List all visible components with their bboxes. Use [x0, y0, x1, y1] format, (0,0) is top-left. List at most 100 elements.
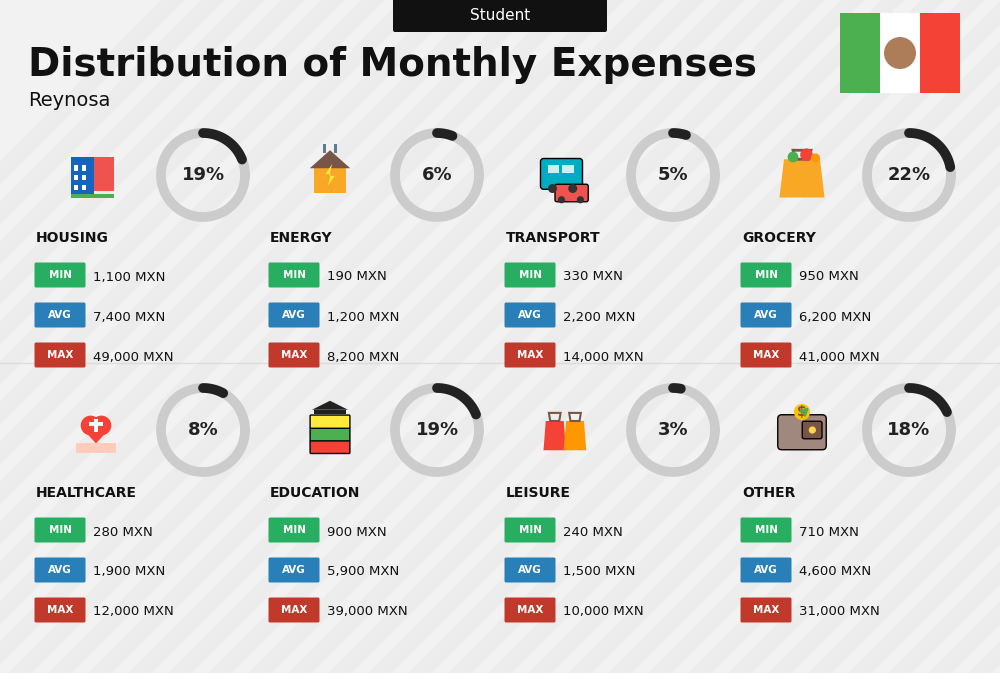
- Bar: [89, 422, 103, 427]
- Text: 2,200 MXN: 2,200 MXN: [563, 310, 635, 324]
- Text: 14,000 MXN: 14,000 MXN: [563, 351, 644, 363]
- Text: 5%: 5%: [658, 166, 688, 184]
- FancyBboxPatch shape: [34, 518, 86, 542]
- FancyBboxPatch shape: [740, 302, 792, 328]
- Text: EDUCATION: EDUCATION: [270, 486, 360, 500]
- FancyBboxPatch shape: [802, 421, 822, 439]
- Text: 39,000 MXN: 39,000 MXN: [327, 606, 408, 618]
- Bar: [71, 157, 94, 197]
- Text: 950 MXN: 950 MXN: [799, 271, 859, 283]
- Text: 1,200 MXN: 1,200 MXN: [327, 310, 399, 324]
- Bar: [82, 175, 86, 180]
- Bar: [76, 443, 116, 452]
- Text: 12,000 MXN: 12,000 MXN: [93, 606, 174, 618]
- Text: MAX: MAX: [753, 350, 779, 360]
- FancyBboxPatch shape: [268, 557, 320, 583]
- FancyBboxPatch shape: [740, 557, 792, 583]
- FancyBboxPatch shape: [740, 262, 792, 287]
- Circle shape: [794, 404, 810, 420]
- FancyBboxPatch shape: [505, 598, 556, 623]
- Text: HEALTHCARE: HEALTHCARE: [36, 486, 137, 500]
- Text: 3%: 3%: [658, 421, 688, 439]
- Bar: [880, 13, 920, 93]
- Text: AVG: AVG: [282, 565, 306, 575]
- Text: AVG: AVG: [282, 310, 306, 320]
- Text: HOUSING: HOUSING: [36, 231, 109, 245]
- Text: 240 MXN: 240 MXN: [563, 526, 623, 538]
- Bar: [334, 145, 337, 153]
- FancyBboxPatch shape: [34, 598, 86, 623]
- Text: MIN: MIN: [48, 270, 72, 280]
- Text: Student: Student: [470, 7, 530, 22]
- FancyBboxPatch shape: [505, 557, 556, 583]
- Text: 1,500 MXN: 1,500 MXN: [563, 565, 635, 579]
- Text: AVG: AVG: [754, 565, 778, 575]
- FancyBboxPatch shape: [268, 598, 320, 623]
- Text: 1,100 MXN: 1,100 MXN: [93, 271, 165, 283]
- Text: 6,200 MXN: 6,200 MXN: [799, 310, 871, 324]
- FancyBboxPatch shape: [393, 0, 607, 32]
- FancyBboxPatch shape: [268, 518, 320, 542]
- Bar: [314, 410, 346, 415]
- Circle shape: [92, 416, 111, 435]
- FancyBboxPatch shape: [505, 518, 556, 542]
- Text: 900 MXN: 900 MXN: [327, 526, 387, 538]
- Text: 8,200 MXN: 8,200 MXN: [327, 351, 399, 363]
- FancyBboxPatch shape: [310, 415, 350, 428]
- FancyBboxPatch shape: [310, 440, 350, 454]
- Text: 22%: 22%: [887, 166, 931, 184]
- Text: 330 MXN: 330 MXN: [563, 271, 623, 283]
- Bar: [323, 145, 326, 153]
- Text: MIN: MIN: [755, 525, 778, 535]
- Text: 5,900 MXN: 5,900 MXN: [327, 565, 399, 579]
- Text: 49,000 MXN: 49,000 MXN: [93, 351, 174, 363]
- Text: MAX: MAX: [47, 605, 73, 615]
- Circle shape: [811, 153, 820, 162]
- FancyBboxPatch shape: [740, 598, 792, 623]
- Text: MIN: MIN: [755, 270, 778, 280]
- FancyBboxPatch shape: [268, 302, 320, 328]
- Text: TRANSPORT: TRANSPORT: [506, 231, 601, 245]
- FancyBboxPatch shape: [310, 427, 350, 441]
- Polygon shape: [82, 428, 110, 444]
- Text: MIN: MIN: [48, 525, 72, 535]
- Text: 6%: 6%: [422, 166, 452, 184]
- Text: AVG: AVG: [518, 565, 542, 575]
- FancyBboxPatch shape: [778, 415, 826, 450]
- FancyBboxPatch shape: [740, 518, 792, 542]
- Text: 4,600 MXN: 4,600 MXN: [799, 565, 871, 579]
- Polygon shape: [564, 421, 586, 450]
- Text: MAX: MAX: [281, 350, 307, 360]
- Text: OTHER: OTHER: [742, 486, 795, 500]
- FancyBboxPatch shape: [555, 184, 588, 202]
- Polygon shape: [310, 150, 350, 168]
- Bar: [74, 175, 78, 180]
- Text: AVG: AVG: [48, 565, 72, 575]
- Text: 19%: 19%: [181, 166, 225, 184]
- Polygon shape: [780, 160, 824, 197]
- Text: 7,400 MXN: 7,400 MXN: [93, 310, 165, 324]
- Bar: [94, 419, 98, 432]
- Bar: [920, 13, 960, 93]
- FancyBboxPatch shape: [34, 262, 86, 287]
- Polygon shape: [544, 421, 566, 450]
- FancyBboxPatch shape: [505, 343, 556, 367]
- Circle shape: [558, 196, 565, 203]
- FancyBboxPatch shape: [540, 159, 582, 189]
- Bar: [82, 185, 86, 190]
- Bar: [548, 165, 559, 173]
- Text: 19%: 19%: [415, 421, 459, 439]
- Text: MIN: MIN: [283, 525, 306, 535]
- FancyBboxPatch shape: [268, 262, 320, 287]
- Bar: [74, 185, 78, 190]
- Text: MIN: MIN: [283, 270, 306, 280]
- FancyBboxPatch shape: [34, 302, 86, 328]
- Bar: [74, 165, 78, 170]
- Text: MIN: MIN: [518, 270, 542, 280]
- Text: AVG: AVG: [48, 310, 72, 320]
- Polygon shape: [312, 400, 348, 410]
- Text: MIN: MIN: [518, 525, 542, 535]
- Text: 10,000 MXN: 10,000 MXN: [563, 606, 644, 618]
- Text: GROCERY: GROCERY: [742, 231, 816, 245]
- FancyBboxPatch shape: [505, 262, 556, 287]
